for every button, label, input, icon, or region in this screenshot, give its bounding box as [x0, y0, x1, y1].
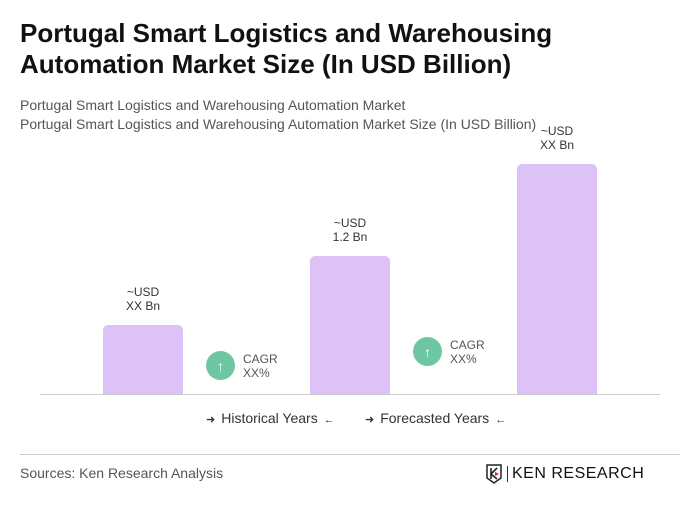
data-label-line: ~USD: [333, 216, 367, 230]
arrow-right-icon: ➜: [206, 414, 216, 426]
subtitle: Portugal Smart Logistics and Warehousing…: [20, 97, 406, 113]
legend-label: Forecasted Years: [380, 410, 490, 426]
cagr-value: XX%: [243, 365, 270, 380]
data-label-line: ~USD: [126, 285, 160, 299]
legend-label: Historical Years: [221, 410, 318, 426]
cagr-1: ↑ CAGR XX%: [206, 351, 278, 380]
page-title: Portugal Smart Logistics and Warehousing…: [20, 18, 553, 79]
arrow-up-icon: ↑: [413, 337, 442, 366]
ken-research-logo: KEN RESEARCH: [486, 464, 644, 484]
subtitle-2: Portugal Smart Logistics and Warehousing…: [20, 116, 537, 132]
arrow-right-icon: ➜: [365, 414, 375, 426]
bar: [310, 256, 390, 394]
bar: [517, 164, 597, 394]
logo-text: KEN RESEARCH: [512, 465, 645, 482]
data-label-line: XX Bn: [125, 299, 161, 313]
arrow-up-icon: ↑: [206, 351, 235, 380]
divider: [20, 454, 680, 455]
logo-icon: [486, 464, 502, 484]
bar-data-label: ~USD XX Bn: [507, 124, 607, 152]
source-text: Sources: Ken Research Analysis: [20, 465, 224, 481]
cagr-value: XX%: [450, 351, 477, 366]
legend-forecasted: ➜ Forecasted Years ←: [359, 410, 512, 426]
data-label-line: 1.2 Bn: [332, 230, 368, 244]
data-label-line: XX Bn: [539, 138, 575, 152]
legend-historical: ➜ Historical Years ←: [200, 410, 341, 426]
data-label-line: ~USD: [540, 124, 574, 138]
bar-data-label: ~USD XX Bn: [93, 285, 193, 313]
x-axis: [40, 394, 660, 395]
cagr-label: CAGR: [243, 351, 278, 366]
bar: [103, 325, 183, 394]
arrow-left-icon: ←: [323, 414, 335, 426]
arrow-left-icon: ←: [495, 414, 507, 426]
cagr-2: ↑ CAGR XX%: [413, 337, 485, 366]
bar-data-label: ~USD 1.2 Bn: [300, 216, 400, 244]
cagr-label: CAGR: [450, 337, 485, 352]
